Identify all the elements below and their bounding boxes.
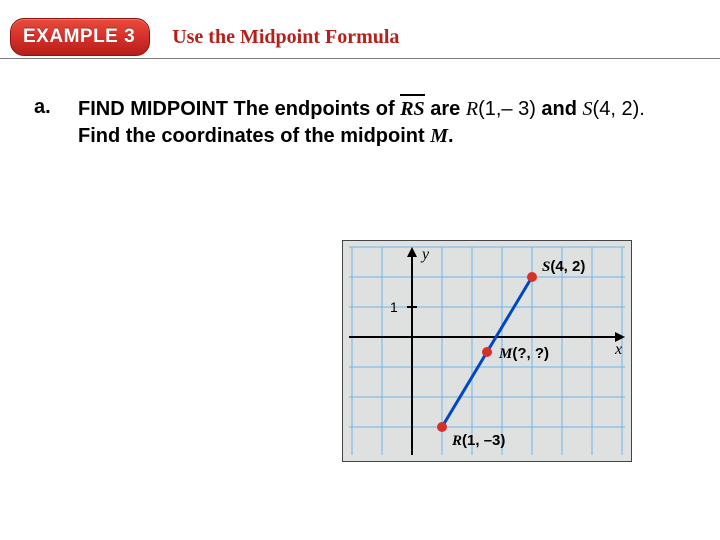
- example-badge: EXAMPLE 3: [10, 18, 150, 56]
- lead-text: FIND MIDPOINT: [78, 98, 228, 120]
- svg-text:1: 1: [390, 299, 398, 315]
- text-find: Find the coordinates of the midpoint: [78, 125, 430, 147]
- text-and: and: [536, 98, 583, 120]
- text-period: .: [448, 125, 454, 147]
- point-s-name: S: [583, 98, 593, 120]
- point-r-name: R: [466, 98, 478, 120]
- text-are: are: [425, 98, 466, 120]
- svg-text:R(1, –3): R(1, –3): [451, 432, 505, 449]
- midpoint-name: M: [430, 125, 448, 147]
- svg-text:y: y: [420, 246, 430, 263]
- svg-text:x: x: [614, 341, 622, 358]
- header: EXAMPLE 3 Use the Midpoint Formula: [0, 18, 720, 56]
- svg-text:M(?, ?): M(?, ?): [498, 345, 549, 362]
- header-rule: [0, 58, 720, 59]
- item-label: a.: [34, 96, 51, 119]
- header-title: Use the Midpoint Formula: [172, 26, 399, 49]
- coordinate-graph: y x 1 S(4, 2) M(?, ?) R(1, –3): [342, 240, 632, 462]
- problem-text: FIND MIDPOINT The endpoints of RS are R(…: [78, 96, 678, 150]
- point-s-coords: (4, 2).: [593, 98, 645, 120]
- segment-rs: RS: [400, 96, 424, 123]
- text-part-1: The endpoints of: [228, 98, 400, 120]
- svg-text:S(4, 2): S(4, 2): [542, 258, 585, 275]
- graph-svg: y x 1 S(4, 2) M(?, ?) R(1, –3): [347, 245, 627, 457]
- point-r-coords: (1,– 3): [478, 98, 536, 120]
- graph-border: y x 1 S(4, 2) M(?, ?) R(1, –3): [342, 240, 632, 462]
